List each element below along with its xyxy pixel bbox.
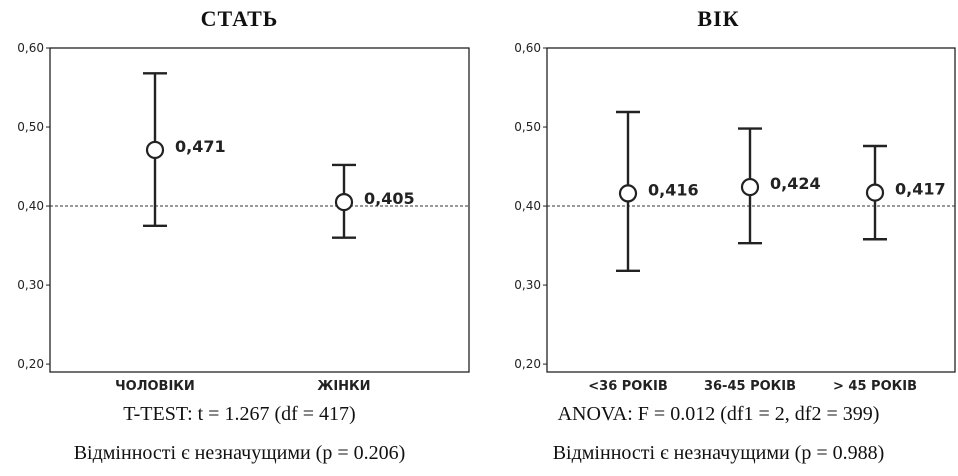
category-label: > 45 РОКІВ	[833, 379, 917, 394]
category-label: ЧОЛОВІКИ	[115, 379, 195, 394]
plot-area: 0,20 0,30 0,40 0,50 0,60 0,416 <36 РОКІВ 0,424 3…	[514, 41, 956, 394]
y-tick-label: 0,60	[514, 41, 541, 55]
chart-panel-gender: СТАТЬ 0,20 0,30 0,40 0,50 0,60 0,471 ЧОЛОВІКИ 0…	[17, 6, 470, 464]
stat-test-line: T-TEST: t = 1.267 (df = 417)	[123, 403, 356, 425]
plot-area: 0,20 0,30 0,40 0,50 0,60 0,471 ЧОЛОВІКИ 0,405 ЖІ…	[17, 41, 470, 394]
data-label: 0,405	[364, 189, 415, 208]
y-tick-label: 0,30	[17, 278, 44, 292]
mean-point	[865, 183, 885, 202]
data-label: 0,416	[648, 180, 699, 199]
stat-significance-line: Відмінності є незначущими (p = 0.988)	[552, 442, 885, 464]
y-tick-label: 0,20	[17, 357, 44, 371]
plot-frame	[546, 47, 956, 373]
y-tick-label: 0,40	[514, 199, 541, 213]
y-tick-label: 0,50	[514, 120, 541, 134]
mean-point	[334, 192, 354, 212]
category-label: 36-45 РОКІВ	[704, 379, 796, 394]
data-label: 0,417	[895, 180, 946, 199]
data-label: 0,471	[175, 137, 226, 156]
mean-point	[145, 140, 165, 160]
y-tick-label: 0,50	[17, 120, 44, 134]
data-label: 0,424	[770, 174, 821, 193]
mean-point	[618, 184, 638, 203]
stat-significance-line: Відмінності є незначущими (p = 0.206)	[73, 442, 406, 464]
chart-panel-age: ВІК 0,20 0,30 0,40 0,50 0,60 0,416 <36 РОКІВ 0,…	[479, 0, 958, 476]
chart-title: СТАТЬ	[200, 6, 279, 31]
category-label: <36 РОКІВ	[588, 379, 667, 394]
category-label: ЖІНКИ	[317, 379, 370, 394]
stat-test-line: ANOVA: F = 0.012 (df1 = 2, df2 = 399)	[557, 403, 880, 425]
chart-title: ВІК	[697, 6, 740, 31]
y-tick-label: 0,30	[514, 278, 541, 292]
plot-frame	[49, 47, 470, 373]
y-tick-label: 0,40	[17, 199, 44, 213]
y-tick-label: 0,20	[514, 357, 541, 371]
mean-point	[740, 177, 760, 197]
y-tick-label: 0,60	[17, 41, 44, 55]
